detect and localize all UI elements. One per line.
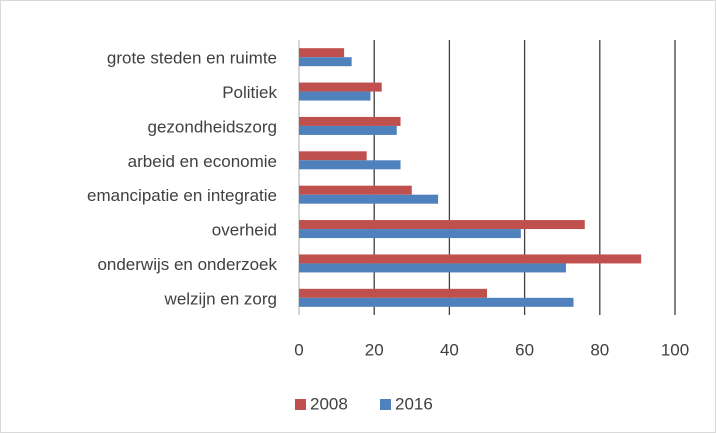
y-tick-label: onderwijs en onderzoek <box>97 255 277 274</box>
bar <box>299 116 401 126</box>
bar <box>299 48 345 58</box>
x-tick-label: 100 <box>661 340 689 359</box>
bar <box>299 229 521 239</box>
bar <box>299 220 585 230</box>
bar <box>299 194 439 204</box>
bar <box>299 160 401 170</box>
y-tick-label: welzijn en zorg <box>164 289 277 308</box>
bar <box>299 91 371 101</box>
bar <box>299 254 642 264</box>
bar <box>299 288 487 298</box>
legend-label: 2016 <box>395 394 433 413</box>
bar <box>299 57 352 67</box>
x-tick-label: 60 <box>515 340 534 359</box>
y-tick-label: emancipatie en integratie <box>87 186 277 205</box>
y-tick-label: overheid <box>212 221 277 240</box>
y-tick-label: Politiek <box>222 83 277 102</box>
legend-label: 2008 <box>310 394 348 413</box>
bar <box>299 125 397 135</box>
y-tick-label: gezondheidszorg <box>148 117 277 136</box>
legend-swatch <box>295 399 306 410</box>
x-tick-label: 40 <box>440 340 459 359</box>
bar <box>299 82 382 92</box>
legend-swatch <box>380 399 391 410</box>
x-tick-label: 20 <box>365 340 384 359</box>
x-tick-label: 0 <box>294 340 303 359</box>
bar <box>299 263 566 273</box>
y-tick-label: arbeid en economie <box>128 152 277 171</box>
bar <box>299 185 412 195</box>
bar <box>299 297 574 307</box>
y-tick-label: grote steden en ruimte <box>107 49 277 68</box>
x-tick-label: 80 <box>590 340 609 359</box>
bar <box>299 151 367 161</box>
